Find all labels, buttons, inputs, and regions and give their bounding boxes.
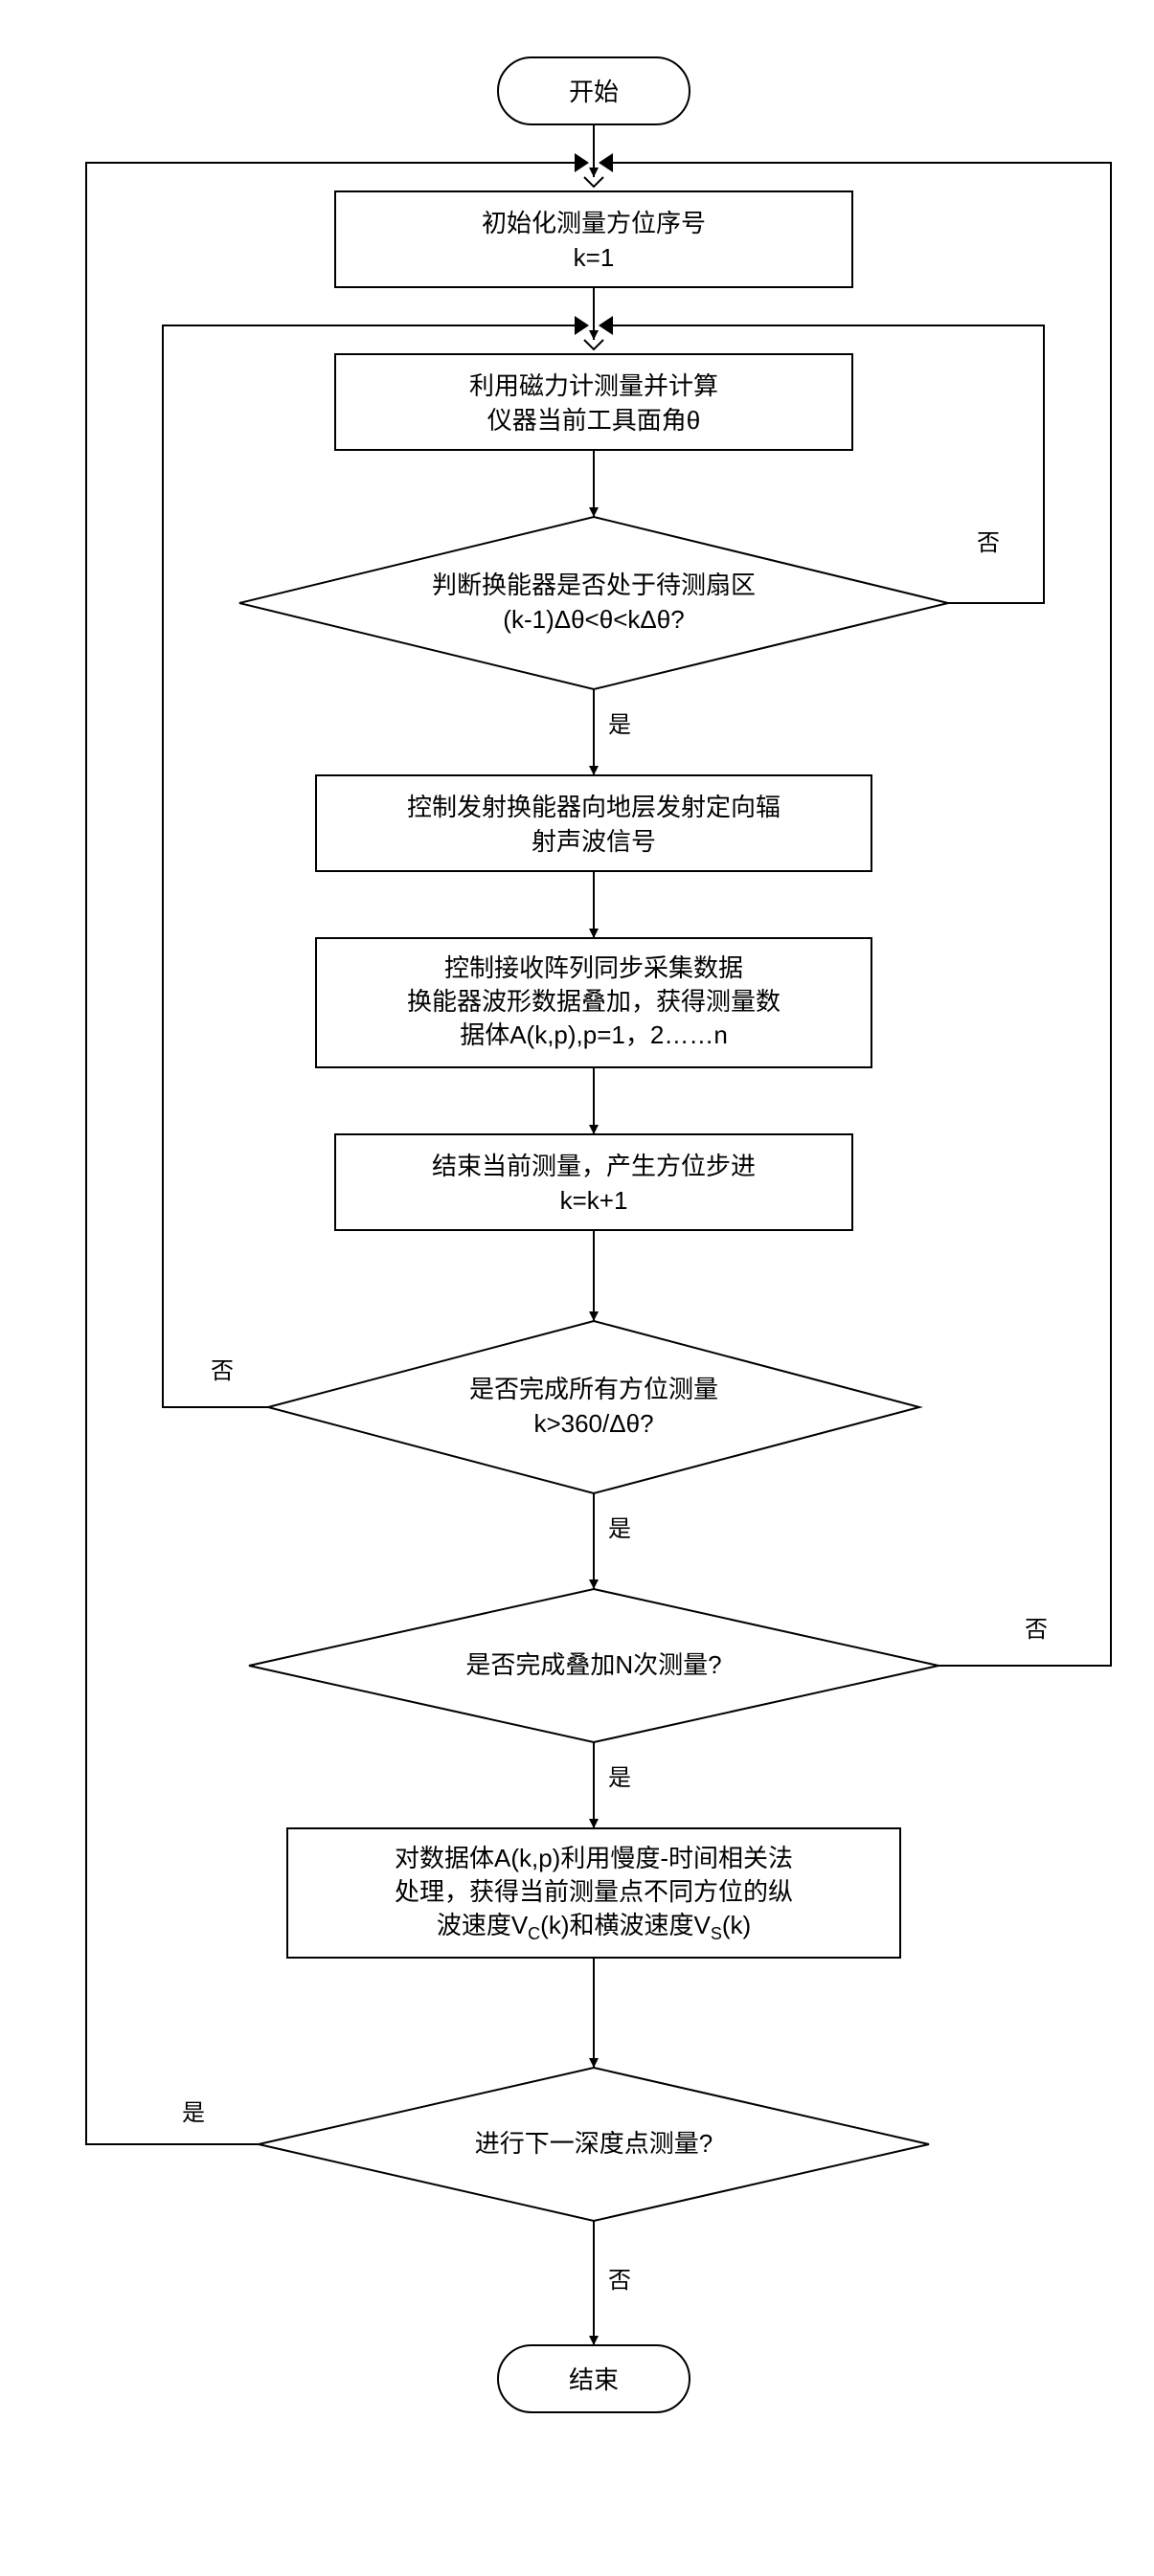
sector-line2: (k-1)Δθ<θ<kΔθ? bbox=[503, 605, 684, 634]
magneto-box bbox=[335, 354, 852, 450]
next-depth-yes-label: 是 bbox=[182, 2100, 205, 2126]
all-azimuth-line1: 是否完成所有方位测量 bbox=[469, 1375, 718, 1403]
collect-line1: 控制接收阵列同步采集数据 bbox=[444, 953, 743, 982]
magneto-line1: 利用磁力计测量并计算 bbox=[469, 371, 718, 400]
emit-box bbox=[316, 775, 871, 871]
step-line1: 结束当前测量，产生方位步进 bbox=[432, 1152, 756, 1180]
start-label: 开始 bbox=[569, 78, 619, 106]
end-label: 结束 bbox=[569, 2365, 619, 2394]
init-line2: k=1 bbox=[574, 243, 615, 272]
analyze-line2: 处理，获得当前测量点不同方位的纵 bbox=[395, 1877, 793, 1906]
all-azimuth-yes-label: 是 bbox=[608, 1516, 631, 1542]
all-azimuth-line2: k>360/Δθ? bbox=[533, 1409, 653, 1438]
collect-line3: 据体A(k,p),p=1，2……n bbox=[460, 1020, 728, 1049]
sector-decision bbox=[239, 517, 948, 689]
all-azimuth-decision bbox=[268, 1321, 919, 1493]
collect-line2: 换能器波形数据叠加，获得测量数 bbox=[407, 987, 781, 1016]
analyze-line1: 对数据体A(k,p)利用慢度-时间相关法 bbox=[395, 1844, 793, 1872]
emit-line2: 射声波信号 bbox=[532, 827, 656, 856]
init-line1: 初始化测量方位序号 bbox=[482, 209, 706, 237]
sector-line1: 判断换能器是否处于待测扇区 bbox=[432, 571, 756, 599]
magneto-line2: 仪器当前工具面角θ bbox=[487, 406, 700, 435]
stack-n-yes-label: 是 bbox=[608, 1765, 631, 1791]
all-azimuth-no-label: 否 bbox=[211, 1358, 234, 1384]
analyze-line3: 波速度VC(k)和横波速度VS(k) bbox=[437, 1911, 751, 1943]
stack-n-no-label: 否 bbox=[1025, 1617, 1048, 1643]
step-box bbox=[335, 1134, 852, 1230]
next-depth-line1: 进行下一深度点测量? bbox=[475, 2129, 713, 2158]
next-depth-no-label: 否 bbox=[608, 2268, 631, 2294]
sector-no-label: 否 bbox=[977, 530, 1000, 556]
init-box bbox=[335, 191, 852, 287]
emit-line1: 控制发射换能器向地层发射定向辐 bbox=[407, 793, 781, 821]
step-line2: k=k+1 bbox=[560, 1186, 628, 1215]
sector-yes-label: 是 bbox=[608, 712, 631, 738]
stack-n-line1: 是否完成叠加N次测量? bbox=[465, 1650, 721, 1679]
